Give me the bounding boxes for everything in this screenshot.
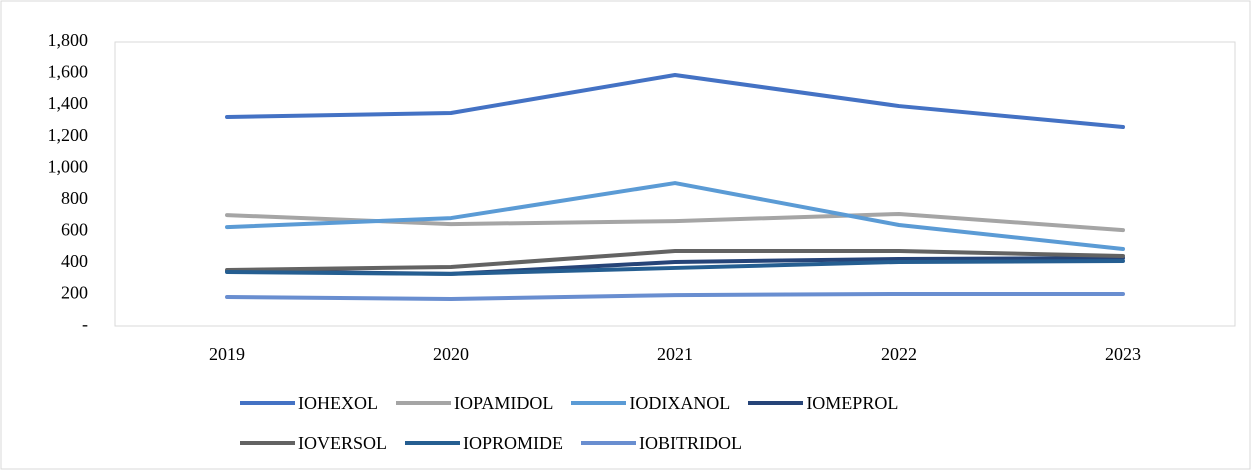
series-line	[225, 181, 1125, 252]
plot-border	[114, 41, 1236, 327]
legend-item: IOVERSOL	[240, 430, 387, 456]
y-tick-label: 800	[61, 188, 88, 208]
x-tick-label: 2021	[657, 344, 693, 364]
y-tick-label: 600	[61, 219, 88, 239]
legend-swatch	[395, 401, 451, 405]
legend-label: IOPROMIDE	[463, 432, 564, 453]
legend-item: IODIXANOL	[571, 390, 730, 416]
y-tick-label: 400	[61, 251, 88, 271]
legend-swatch	[240, 401, 295, 405]
series-line	[225, 291, 1125, 302]
legend-swatch	[405, 441, 460, 445]
series-line	[225, 249, 1125, 272]
legend-label: IOBITRIDOL	[639, 432, 742, 453]
series-line	[225, 72, 1125, 130]
series-line	[225, 258, 1125, 276]
y-tick-label: 200	[61, 283, 88, 303]
legend-swatch	[240, 441, 295, 445]
y-tick-label: 1,800	[48, 30, 89, 50]
legend-label: IOMEPROL	[806, 392, 899, 413]
legend: IOHEXOL IOPAMIDOL IODIXANOL IOMEPROL IOVERSO…	[240, 390, 1060, 456]
legend-item: IOHEXOL	[240, 390, 378, 416]
y-tick-label: -	[82, 314, 88, 334]
y-tick-label: 1,400	[48, 93, 89, 113]
y-tick-label: 1,600	[48, 62, 89, 82]
legend-label: IOHEXOL	[298, 392, 378, 413]
legend-label: IOPAMIDOL	[453, 392, 554, 413]
legend-item: IOBITRIDOL	[581, 430, 742, 456]
legend-item: IOPAMIDOL	[395, 390, 554, 416]
x-tick-label: 2020	[433, 344, 469, 364]
legend-swatch	[581, 441, 637, 445]
legend-swatch	[571, 401, 627, 405]
x-tick-label: 2023	[1105, 344, 1141, 364]
legend-item: IOMEPROL	[748, 390, 898, 416]
legend-item: IOPROMIDE	[405, 430, 563, 456]
y-tick-label: 1,200	[48, 125, 89, 145]
legend-label: IOVERSOL	[298, 432, 387, 453]
x-tick-label: 2022	[881, 344, 917, 364]
x-tick-label: 2019	[209, 344, 245, 364]
y-tick-label: 1,000	[48, 156, 89, 176]
legend-swatch	[748, 401, 804, 405]
legend-label: IODIXANOL	[629, 392, 731, 413]
